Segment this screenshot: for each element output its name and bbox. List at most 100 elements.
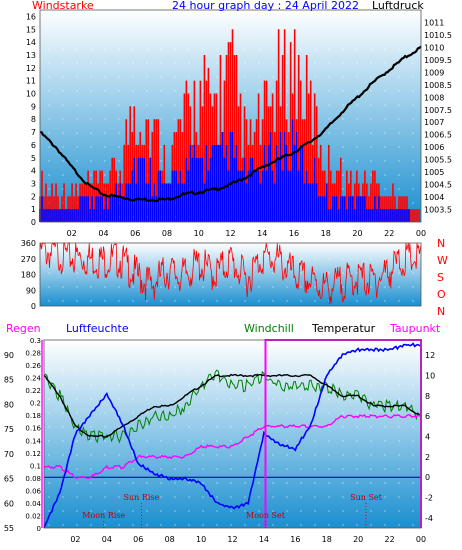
compass-letter: W	[437, 254, 448, 267]
wind-speed-tick: 3	[31, 179, 36, 188]
humidity-tick: 65	[4, 475, 14, 484]
humidity-tick: 60	[4, 499, 14, 508]
humidity-tick: 75	[4, 425, 14, 434]
legend-dewpoint: Taupunkt	[389, 322, 441, 335]
pressure-tick: 1006	[424, 143, 444, 152]
wind-speed-tick: 8	[31, 115, 36, 124]
temperature-tick: -2	[425, 494, 433, 503]
x-tick: 16	[290, 535, 300, 544]
temperature-tick: 4	[425, 433, 430, 442]
x-tick: 12	[227, 535, 237, 544]
x-tick: 00	[416, 229, 426, 238]
humidity-line	[43, 342, 422, 529]
pressure-tick: 1007.5	[424, 106, 452, 115]
rain-tick: 0.08	[25, 475, 41, 483]
wind-speed-tick: 14	[26, 38, 36, 47]
pressure-tick: 1005.5	[424, 156, 452, 165]
pressure-tick: 1010	[424, 43, 444, 52]
pressure-tick: 1003.5	[424, 206, 452, 215]
pressure-line	[39, 45, 422, 203]
pressure-tick: 1004	[424, 193, 444, 202]
pressure-label: Luftdruck	[372, 0, 424, 12]
wind-speed-tick: 6	[31, 141, 36, 150]
rain-tick: 0.04	[25, 500, 41, 508]
direction-tick: 360	[21, 239, 36, 248]
direction-tick: 270	[21, 255, 36, 264]
temperature-tick: 2	[425, 453, 430, 462]
x-tick: 04	[98, 229, 108, 238]
humidity-tick: 70	[4, 450, 14, 459]
compass-letter: O	[437, 288, 446, 301]
wind-speed-tick: 2	[31, 192, 36, 201]
temperature-tick: 8	[425, 392, 430, 401]
humidity-tick: 85	[4, 376, 14, 385]
wind-speed-tick: 10	[26, 90, 36, 99]
x-tick: 12	[225, 229, 235, 238]
rain-tick: 0.3	[30, 337, 41, 345]
rain-tick: 0.26	[25, 362, 41, 370]
x-tick: 10	[194, 229, 204, 238]
x-tick: 06	[130, 229, 140, 238]
compass-letter: N	[437, 305, 445, 318]
legend-temperature: Temperatur	[311, 322, 376, 335]
wind-speed-tick: 13	[26, 51, 36, 60]
x-tick: 02	[70, 535, 80, 544]
humidity-tick: 55	[4, 524, 14, 533]
x-tick: 22	[384, 229, 394, 238]
rain-tick: 0.28	[25, 350, 41, 358]
annotation-moon-set: Moon Set	[246, 511, 286, 520]
rain-tick: 0.22	[25, 387, 41, 395]
wind-speed-tick: 12	[26, 64, 36, 73]
pressure-tick: 1010.5	[424, 31, 452, 40]
rain-tick: 0.02	[25, 512, 41, 520]
temp-humidity-frame	[43, 339, 422, 529]
annotation-sun-rise: Sun Rise	[124, 493, 160, 502]
pressure-tick: 1008.5	[424, 81, 452, 90]
temperature-tick: -4	[425, 514, 433, 523]
rain-tick: 0.16	[25, 425, 41, 433]
temperature-tick: 6	[425, 412, 430, 421]
compass-letter: N	[437, 237, 445, 250]
wind-speed-tick: 0	[31, 218, 36, 227]
x-tick: 18	[322, 535, 332, 544]
pressure-tick: 1008	[424, 93, 444, 102]
rain-tick: 0	[37, 525, 41, 533]
wind-speed-tick: 11	[26, 77, 36, 86]
temperature-tick: 12	[425, 351, 435, 360]
wind-speed-tick: 4	[31, 167, 36, 176]
x-tick: 14	[259, 535, 269, 544]
wind-direction-line	[39, 241, 422, 305]
x-tick: 10	[196, 535, 206, 544]
wind-speed-tick: 16	[26, 12, 36, 21]
rain-tick: 0.12	[25, 450, 41, 458]
compass-letter: S	[437, 271, 444, 284]
wind-speed-tick: 5	[31, 154, 36, 163]
wind-speed-tick: 1	[31, 205, 36, 214]
windchill-line	[43, 369, 422, 444]
chart-title: 24 hour graph day : 24 April 2022	[172, 0, 359, 12]
pressure-tick: 1009.5	[424, 56, 452, 65]
x-tick: 08	[165, 535, 175, 544]
wind-speed-label: Windstarke	[32, 0, 94, 12]
pressure-tick: 1004.5	[424, 181, 452, 190]
pressure-tick: 1009	[424, 68, 444, 77]
annotation-sun-set: Sun Set	[350, 493, 383, 502]
x-tick: 16	[289, 229, 299, 238]
direction-tick: 180	[21, 271, 36, 280]
x-tick: 22	[384, 535, 394, 544]
rain-tick: 0.06	[25, 487, 41, 495]
direction-tick: 90	[26, 286, 36, 295]
pressure-tick: 1011	[424, 18, 444, 27]
wind-speed-tick: 7	[31, 128, 36, 137]
x-tick: 18	[321, 229, 331, 238]
temperature-tick: 0	[425, 473, 430, 482]
temperature-line	[43, 373, 422, 438]
humidity-tick: 80	[4, 400, 14, 409]
wind-direction-frame	[39, 242, 422, 307]
rain-tick: 0.2	[30, 400, 41, 408]
wind-speed-tick: 9	[31, 102, 36, 111]
x-tick: 04	[102, 535, 112, 544]
rain-tick: 0.1	[30, 462, 41, 470]
direction-tick: 0	[31, 302, 36, 311]
